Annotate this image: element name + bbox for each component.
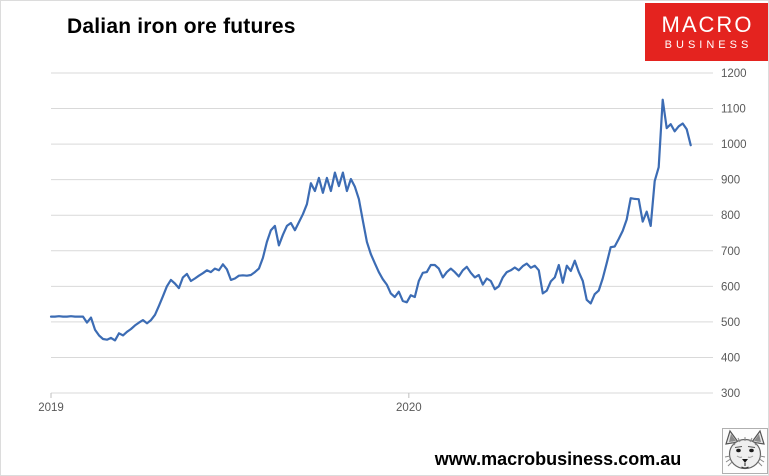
y-tick-label-1100: 1100 [721, 104, 746, 116]
x-tick-label-2020: 2020 [396, 402, 422, 414]
y-tick-label-400: 400 [721, 352, 740, 364]
wolf-logo-icon [722, 428, 768, 474]
y-tick-label-600: 600 [721, 281, 740, 293]
x-tick-label-2019: 2019 [38, 402, 64, 414]
y-tick-label-700: 700 [721, 246, 740, 258]
chart-title: Dalian iron ore futures [67, 15, 296, 38]
logo-text-macro: MACRO [661, 11, 754, 37]
wolf-sketch [724, 429, 766, 470]
logo-text-business: BUSINESS [664, 38, 753, 51]
y-tick-label-300: 300 [721, 388, 740, 400]
y-tick-label-800: 800 [721, 210, 740, 222]
y-tick-label-1200: 1200 [721, 68, 747, 80]
watermark-url: www.macrobusiness.com.au [434, 449, 682, 469]
y-tick-label-500: 500 [721, 317, 740, 329]
macrobusiness-logo: MACRO BUSINESS [645, 3, 768, 61]
y-tick-label-900: 900 [721, 175, 740, 187]
y-tick-label-1000: 1000 [721, 139, 747, 151]
price-line [49, 98, 692, 342]
